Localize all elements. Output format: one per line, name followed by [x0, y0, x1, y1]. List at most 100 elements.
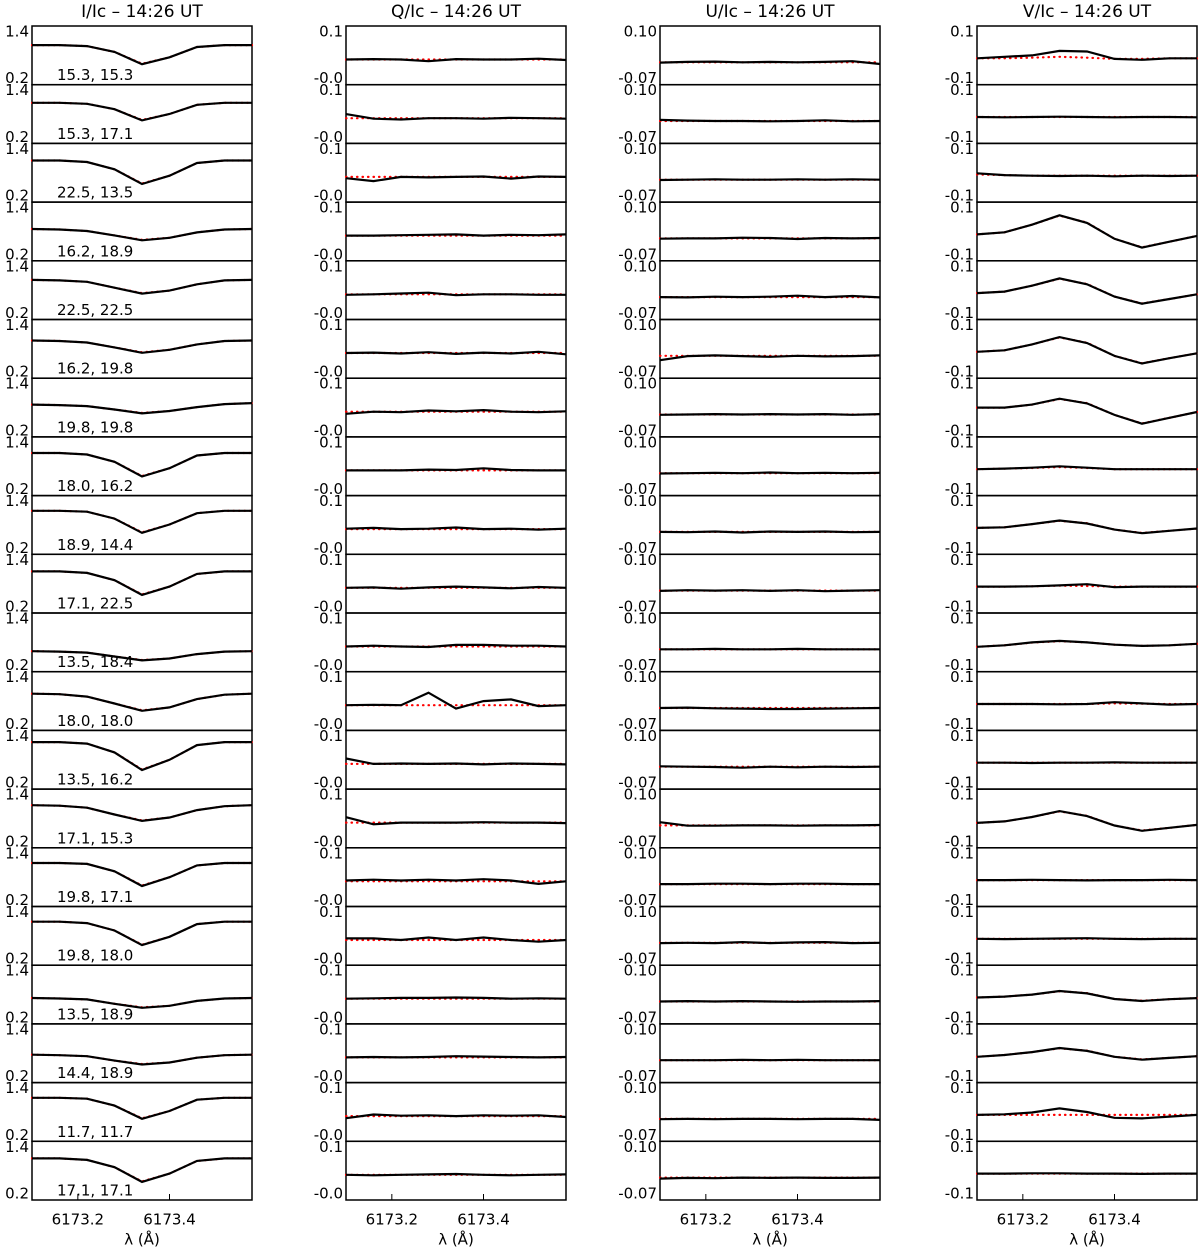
y-tick-label: -0.1 — [945, 363, 974, 381]
y-tick-label: 0.2 — [5, 832, 29, 850]
y-tick-label: 1.4 — [5, 727, 29, 745]
y-tick-label: 0.1 — [319, 1020, 343, 1038]
x-axis-label: λ (Å) — [438, 1230, 474, 1249]
panel-label: 22.5, 22.5 — [57, 301, 133, 319]
observed-line — [346, 467, 566, 472]
y-tick-label: 0.1 — [950, 23, 974, 41]
y-tick-label: -0.1 — [945, 1008, 974, 1026]
panel-label: 19.8, 18.0 — [57, 947, 133, 965]
y-tick-label: 0.10 — [624, 316, 657, 334]
observed-line — [976, 937, 1197, 941]
panel-label: 17.1, 22.5 — [57, 595, 133, 613]
panel-frame — [976, 494, 1198, 556]
y-tick-label: 0.2 — [5, 128, 29, 146]
panel-frame — [659, 964, 881, 1025]
observed-line — [976, 989, 1198, 1003]
observed-line — [31, 804, 253, 823]
y-tick-label: 1.4 — [5, 903, 29, 921]
y-tick-label: 0.1 — [319, 844, 343, 862]
y-tick-label: 0.2 — [5, 774, 29, 792]
y-tick-label: -0.07 — [618, 69, 657, 87]
y-tick-label: 1.4 — [5, 375, 29, 393]
panel-frame — [976, 142, 1198, 203]
observed-line — [976, 335, 1198, 365]
x-tick-label: 6173.4 — [771, 1211, 824, 1229]
y-tick-label: 0.1 — [319, 551, 343, 569]
y-tick-label: 1.4 — [5, 257, 29, 275]
observed-line — [976, 639, 1198, 648]
y-tick-label: -0.0 — [314, 891, 343, 909]
y-tick-label: 1.4 — [5, 81, 29, 99]
y-tick-label: -0.1 — [945, 715, 974, 733]
observed-line — [976, 214, 1198, 249]
panel-frame — [659, 612, 881, 673]
y-tick-label: -0.0 — [314, 1126, 343, 1144]
y-tick-label: -0.07 — [618, 1185, 657, 1203]
panel-frame — [345, 788, 567, 849]
panel-frame — [976, 788, 1198, 849]
fit-line — [30, 509, 254, 534]
panel-frame — [345, 553, 567, 614]
y-tick-label: 1.4 — [5, 1138, 29, 1156]
observed-line — [32, 451, 252, 478]
x-axis-label: λ (Å) — [752, 1230, 788, 1249]
y-tick-label: 0.10 — [624, 433, 657, 451]
panel-frame — [345, 905, 567, 966]
observed-line — [659, 589, 881, 593]
panel-frame — [976, 964, 1198, 1025]
y-tick-label: 1.4 — [5, 316, 29, 334]
observed-line — [977, 878, 1198, 882]
y-tick-label: 0.10 — [624, 140, 657, 158]
observed-line — [346, 233, 567, 237]
y-tick-label: 0.1 — [950, 844, 974, 862]
y-tick-label: 0.1 — [319, 492, 343, 510]
observed-line — [659, 471, 881, 475]
panel-frame — [659, 494, 881, 556]
panel-frame — [345, 83, 567, 145]
y-tick-label: -0.0 — [314, 1185, 343, 1203]
fit-line — [30, 920, 254, 946]
observed-line — [659, 1117, 881, 1121]
y-tick-label: -0.1 — [945, 598, 974, 616]
observed-line — [31, 402, 253, 415]
observed-line — [32, 509, 252, 534]
y-tick-label: -0.0 — [314, 187, 343, 205]
observed-line — [977, 761, 1197, 765]
y-tick-label: 0.1 — [950, 375, 974, 393]
y-tick-label: -0.07 — [618, 421, 657, 439]
panel-label: 18.9, 14.4 — [57, 536, 133, 554]
x-tick-label: 6173.2 — [997, 1211, 1050, 1229]
panel-label: 18.0, 16.2 — [57, 477, 133, 495]
panel-frame — [659, 1023, 881, 1084]
panel-frame — [976, 729, 1198, 790]
panel-frame — [345, 260, 567, 321]
y-tick-label: 0.1 — [319, 962, 343, 980]
y-tick-label: 0.1 — [950, 257, 974, 275]
observed-line — [976, 519, 1198, 535]
y-tick-label: 0.1 — [319, 81, 343, 99]
observed-line — [345, 291, 566, 297]
panel-frame — [345, 436, 567, 497]
y-tick-label: 0.2 — [5, 1067, 29, 1085]
observed-line — [976, 465, 1197, 471]
y-tick-label: -0.1 — [945, 950, 974, 968]
panel-label: 15.3, 15.3 — [57, 66, 133, 84]
y-tick-label: 0.1 — [950, 199, 974, 217]
fit-line — [30, 741, 254, 771]
y-tick-label: 0.1 — [950, 668, 974, 686]
y-tick-label: 0.10 — [624, 1138, 657, 1156]
y-tick-label: 1.4 — [5, 786, 29, 804]
x-tick-label: 6173.4 — [1088, 1211, 1141, 1229]
x-axis-label: λ (Å) — [1069, 1230, 1105, 1249]
y-tick-label: 0.10 — [624, 962, 657, 980]
y-tick-label: 1.4 — [5, 610, 29, 628]
panel-frame — [659, 553, 881, 614]
panel-label: 13.5, 18.4 — [57, 653, 133, 671]
y-tick-label: 0.2 — [5, 187, 29, 205]
y-tick-label: -0.07 — [618, 1067, 657, 1085]
observed-line — [31, 996, 253, 1009]
y-tick-label: 0.10 — [624, 81, 657, 99]
y-tick-label: 0.1 — [319, 257, 343, 275]
panel-label: 19.8, 19.8 — [57, 418, 133, 436]
